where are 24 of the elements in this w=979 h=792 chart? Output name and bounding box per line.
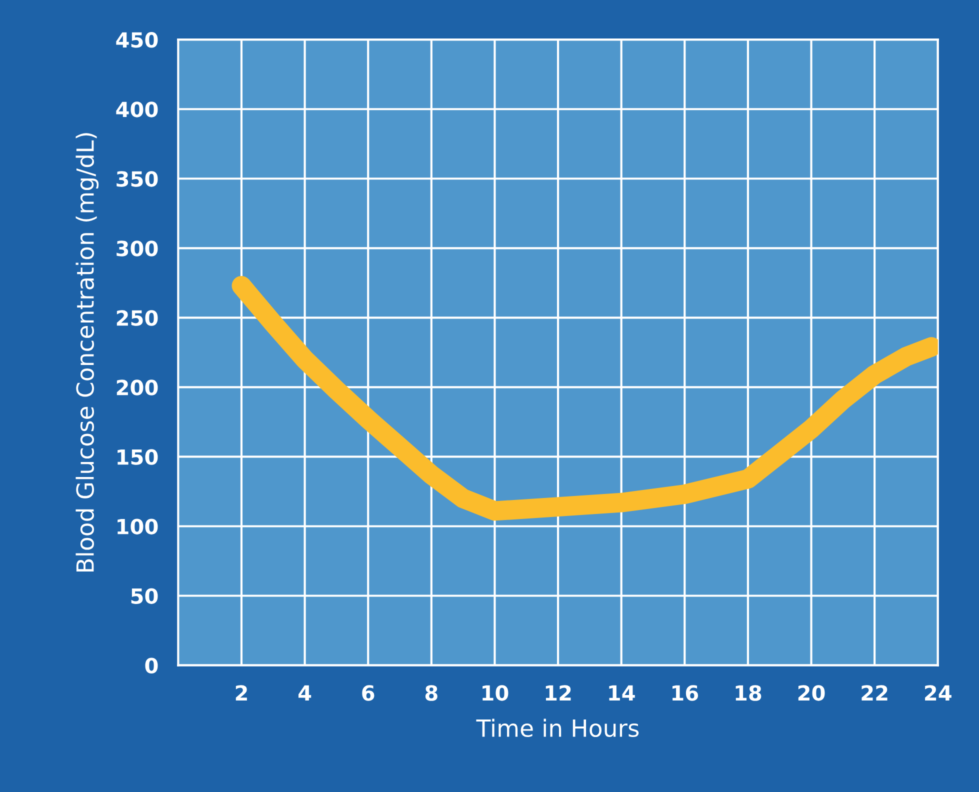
- y-tick-label: 400: [116, 102, 158, 118]
- y-tick-label: 350: [116, 171, 158, 187]
- x-axis-title: Time in Hours: [476, 718, 639, 738]
- y-tick-label: 50: [131, 588, 158, 604]
- x-tick-label: 16: [672, 685, 698, 701]
- y-axis-title: Blood Glucose Concentration (mg/dL): [76, 133, 99, 572]
- y-tick-label: 250: [116, 310, 158, 326]
- x-tick-label: 4: [298, 685, 312, 701]
- y-tick-label: 300: [116, 240, 158, 256]
- x-tick-label: 20: [798, 685, 825, 701]
- x-tick-label: 18: [736, 685, 762, 701]
- x-tick-label: 14: [609, 685, 635, 701]
- x-tick-label: 24: [925, 685, 952, 701]
- y-tick-label: 200: [116, 380, 158, 396]
- x-tick-label: 6: [362, 685, 374, 701]
- x-tick-label: 12: [546, 685, 571, 701]
- x-tick-label: 22: [862, 685, 888, 701]
- x-tick-label: 2: [236, 685, 247, 701]
- y-tick-label: 0: [145, 658, 158, 674]
- x-tick-label: 8: [425, 685, 438, 701]
- y-tick-label: 100: [118, 518, 158, 534]
- y-tick-label: 150: [118, 449, 158, 465]
- x-tick-label: 10: [482, 685, 508, 701]
- y-tick-label: 450: [116, 32, 158, 48]
